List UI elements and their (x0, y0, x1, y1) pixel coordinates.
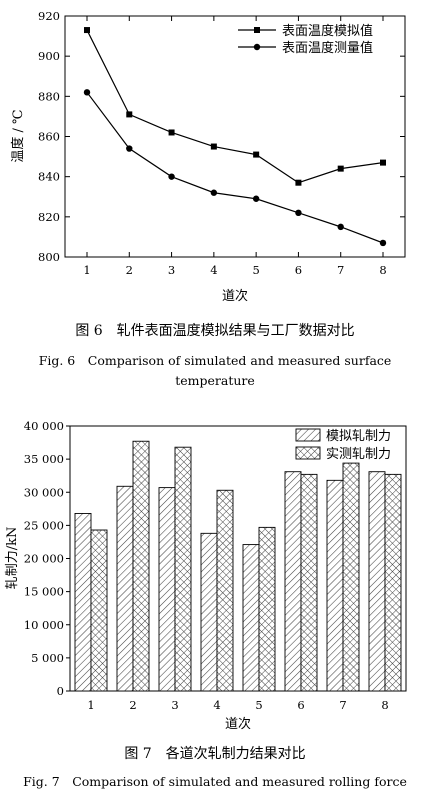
x-axis-label: 道次 (225, 716, 251, 732)
data-point-square (84, 27, 90, 34)
x-tick-label: 3 (171, 698, 178, 712)
series-line-1 (86, 29, 384, 184)
data-point-circle (210, 189, 218, 196)
x-tick-label: 1 (87, 698, 94, 712)
data-point-circle (379, 239, 387, 247)
y-tick-label: 860 (38, 130, 60, 144)
figure-7-caption-en: Fig. 7 Comparison of simulated and measu… (23, 774, 407, 789)
data-point-circle (83, 89, 91, 96)
bar-measured (132, 440, 150, 692)
y-tick-label: 10 000 (24, 618, 64, 632)
data-point-square (210, 143, 217, 150)
y-tick-label: 20 000 (24, 552, 64, 566)
x-tick-label: 4 (213, 698, 220, 712)
y-ticks: 0 5 000 10 000 15 000 20 000 25 000 30 000 35 0… (24, 419, 70, 698)
data-point-circle (252, 195, 260, 202)
data-point-circle (126, 145, 133, 152)
bar-measured (90, 529, 108, 692)
figure-6-caption-cn: 图 6 轧件表面温度模拟结果与工厂数据对比 (75, 323, 355, 339)
bar-simulated (242, 544, 260, 692)
bar-measured (258, 526, 276, 692)
x-tick-label: 7 (339, 698, 346, 712)
data-point-circle (337, 223, 344, 231)
figure-6-caption-en-line2: temperature (175, 373, 255, 388)
bar-simulated (368, 471, 386, 692)
y-tick-label: 800 (38, 250, 60, 264)
y-tick-label: 920 (38, 9, 60, 23)
data-point-square (126, 111, 133, 118)
y-tick-label: 25 000 (24, 518, 64, 532)
legend-label: 表面温度模拟值 (282, 23, 373, 39)
y-tick-label: 0 (57, 684, 64, 698)
x-tick-label: 6 (295, 263, 302, 277)
x-tick-label: 3 (168, 263, 175, 277)
y-tick-label: 820 (38, 210, 60, 224)
series-layer (83, 27, 387, 247)
legend-label: 表面温度测量值 (282, 40, 373, 56)
data-point-square (168, 129, 175, 136)
legend-label: 实测轧制力 (326, 447, 391, 462)
legend-marker-square (254, 27, 260, 33)
figure-6-caption-en: Fig. 6 Comparison of simulated and measu… (38, 353, 392, 368)
x-ticks: 1 2 3 4 5 6 7 8 (87, 698, 388, 712)
y-tick-label: 880 (38, 89, 60, 103)
x-tick-label: 8 (379, 263, 386, 277)
x-tick-label: 4 (210, 263, 217, 277)
y-tick-label: 40 000 (24, 419, 64, 433)
bar-measured (384, 473, 402, 692)
y-axis-label: 温度 / ℃ (10, 109, 26, 162)
y-tick-label: 30 000 (24, 485, 64, 499)
bar-simulated (284, 471, 302, 692)
legend-swatch (295, 428, 321, 442)
bar-simulated (200, 532, 218, 692)
figure-7-caption-cn: 图 7 各道次轧制力结果对比 (124, 746, 306, 762)
bar-simulated (158, 487, 176, 692)
data-point-square (253, 151, 260, 158)
data-point-square (337, 165, 344, 172)
x-tick-label: 2 (126, 263, 133, 277)
y-ticks: 800 820 840 860 880 900 920 (38, 9, 405, 264)
y-tick-label: 15 000 (24, 585, 64, 599)
bar-simulated (74, 512, 92, 692)
bar-measured (342, 462, 360, 692)
bar-simulated (116, 485, 134, 692)
rolling-force-bar-chart: 0 5 000 10 000 15 000 20 000 25 000 30 000 35 0… (5, 419, 407, 732)
x-tick-label: 5 (252, 263, 259, 277)
bar-measured (300, 473, 318, 692)
legend-label: 模拟轧制力 (326, 429, 391, 444)
legend-swatch (295, 446, 321, 460)
series-line-2 (86, 91, 384, 244)
x-axis-label: 道次 (222, 288, 248, 304)
x-tick-label: 8 (381, 698, 388, 712)
bar-simulated (326, 479, 344, 692)
legend-marker-circle (253, 43, 261, 51)
data-point-circle (295, 209, 302, 217)
temperature-line-chart: 800 820 840 860 880 900 920 1 2 3 4 5 6 7 8 表面温度模拟值表面… (10, 9, 406, 304)
y-axis-label: 轧制力/kN (5, 527, 20, 590)
x-tick-label: 1 (83, 263, 90, 277)
y-tick-label: 35 000 (24, 452, 64, 466)
data-point-square (380, 159, 386, 166)
x-tick-label: 7 (337, 263, 344, 277)
data-point-square (295, 179, 302, 186)
x-tick-label: 6 (297, 698, 304, 712)
x-tick-label: 2 (129, 698, 136, 712)
bars-layer (74, 440, 402, 692)
x-tick-label: 5 (255, 698, 262, 712)
x-ticks: 1 2 3 4 5 6 7 8 (83, 16, 387, 277)
y-tick-label: 840 (38, 170, 60, 184)
y-tick-label: 900 (38, 49, 60, 63)
bar-measured (216, 489, 234, 692)
bar-measured (174, 446, 192, 692)
data-point-circle (168, 173, 175, 180)
y-tick-label: 5 000 (31, 651, 64, 665)
